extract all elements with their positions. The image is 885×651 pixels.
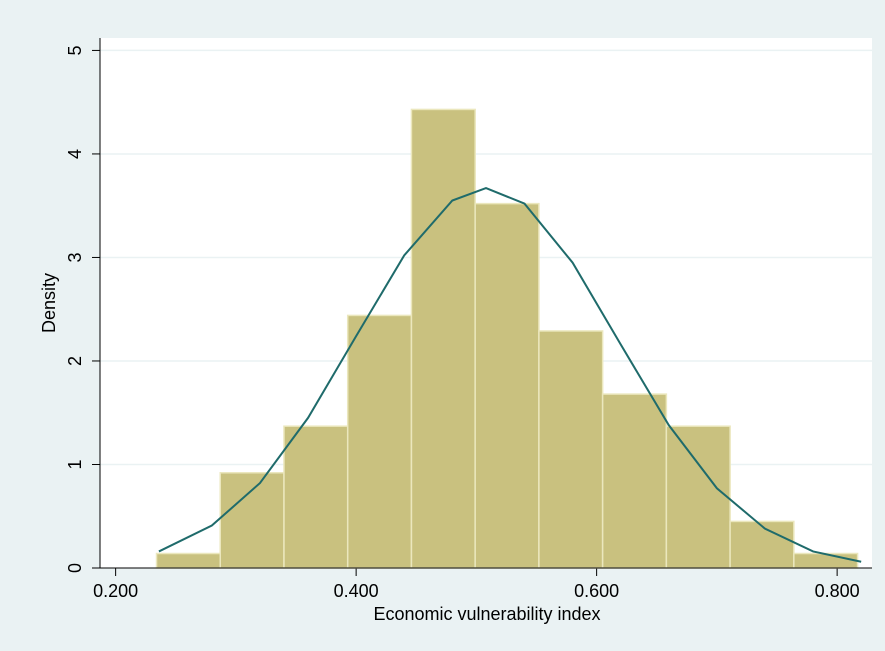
bar [538,330,604,569]
bar [729,520,795,569]
y-tick-label: 5 [65,45,85,55]
y-tick-label: 4 [65,149,85,159]
x-tick-label: 0.600 [574,581,619,601]
x-axis-label: Economic vulnerability index [373,604,600,624]
y-tick-label: 3 [65,252,85,262]
bar [283,425,349,569]
bar [601,393,668,569]
y-tick-label: 1 [65,459,85,469]
y-tick-label: 2 [65,356,85,366]
bar [410,108,476,569]
density-curve [158,187,862,563]
x-tick-label: 0.400 [334,581,379,601]
bar [346,314,413,569]
x-tick-label: 0.800 [815,581,860,601]
x-tick-label: 0.200 [93,581,138,601]
y-axis-label: Density [39,273,59,333]
bar [155,552,221,569]
bar [474,202,540,569]
bar [793,552,859,569]
bar [219,472,285,569]
y-tick-label: 0 [65,563,85,573]
bar [665,425,731,569]
